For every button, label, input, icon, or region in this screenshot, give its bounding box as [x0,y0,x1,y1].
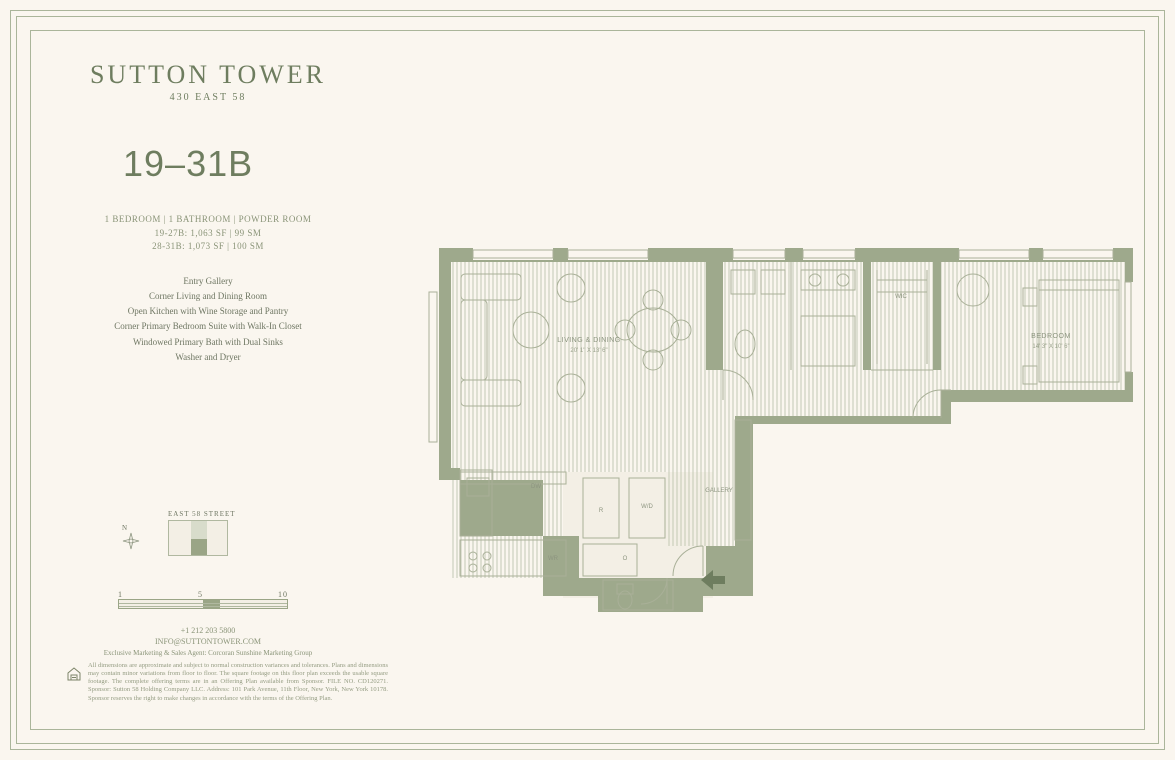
scale-end: 10 [278,590,288,599]
feature-list: Entry Gallery Corner Living and Dining R… [78,274,338,366]
compass-icon: N [122,524,140,550]
scale-start: 1 [118,590,123,599]
feature-item: Washer and Dryer [78,350,338,365]
unit-number: 19–31B [123,143,1127,185]
label-wd: W/D [641,504,653,510]
contact-block: +1 212 203 5800 INFO@SUTTONTOWER.COM Exc… [78,625,338,659]
dim-living: 20' 1" X 13' 6" [570,348,607,354]
feature-item: Windowed Primary Bath with Dual Sinks [78,335,338,350]
compass-label: N [122,524,127,532]
label-gallery: GALLERY [705,488,733,494]
label-dw: DW [531,484,541,490]
key-map: N EAST 58 STREET [128,510,236,556]
label-o: O [623,556,628,562]
scale-graphic [118,599,288,609]
scale-bar: 1 5 10 [118,590,288,609]
spec-line-3: 28-31B: 1,073 SF | 100 SM [78,240,338,254]
contact-email: INFO@SUTTONTOWER.COM [78,636,338,647]
label-living: LIVING & DINING [557,337,621,344]
label-wic: WIC [895,294,907,300]
unit-specs: 1 BEDROOM | 1 BATHROOM | POWDER ROOM 19-… [78,213,338,254]
street-label: EAST 58 STREET [168,510,236,518]
contact-agent: Exclusive Marketing & Sales Agent: Corco… [78,649,338,659]
feature-item: Open Kitchen with Wine Storage and Pantr… [78,304,338,319]
equal-housing-icon [66,666,82,682]
logo: SUTTON TOWER 430 EAST 58 [78,60,338,103]
dim-bedroom: 14' 3" X 10' 6" [1032,344,1069,350]
feature-item: Corner Living and Dining Room [78,289,338,304]
key-map-graphic [168,520,228,556]
disclaimer: All dimensions are approximate and subje… [88,662,388,703]
feature-item: Entry Gallery [78,274,338,289]
spec-line-2: 19-27B: 1,063 SF | 99 SM [78,227,338,241]
feature-item: Corner Primary Bedroom Suite with Walk-I… [78,319,338,334]
content: SUTTON TOWER 430 EAST 58 19–31B 1 BEDROO… [48,40,1127,720]
building-name: SUTTON TOWER [78,60,338,90]
label-wr: WR [548,556,559,562]
label-r: R [599,508,604,514]
contact-phone: +1 212 203 5800 [78,625,338,636]
label-bedroom: BEDROOM [1031,333,1071,340]
spec-line-1: 1 BEDROOM | 1 BATHROOM | POWDER ROOM [78,213,338,227]
floor-plan: LIVING & DINING 20' 1" X 13' 6" BEDROOM … [403,220,1143,620]
scale-mid: 5 [198,590,203,599]
building-address: 430 EAST 58 [78,92,338,103]
